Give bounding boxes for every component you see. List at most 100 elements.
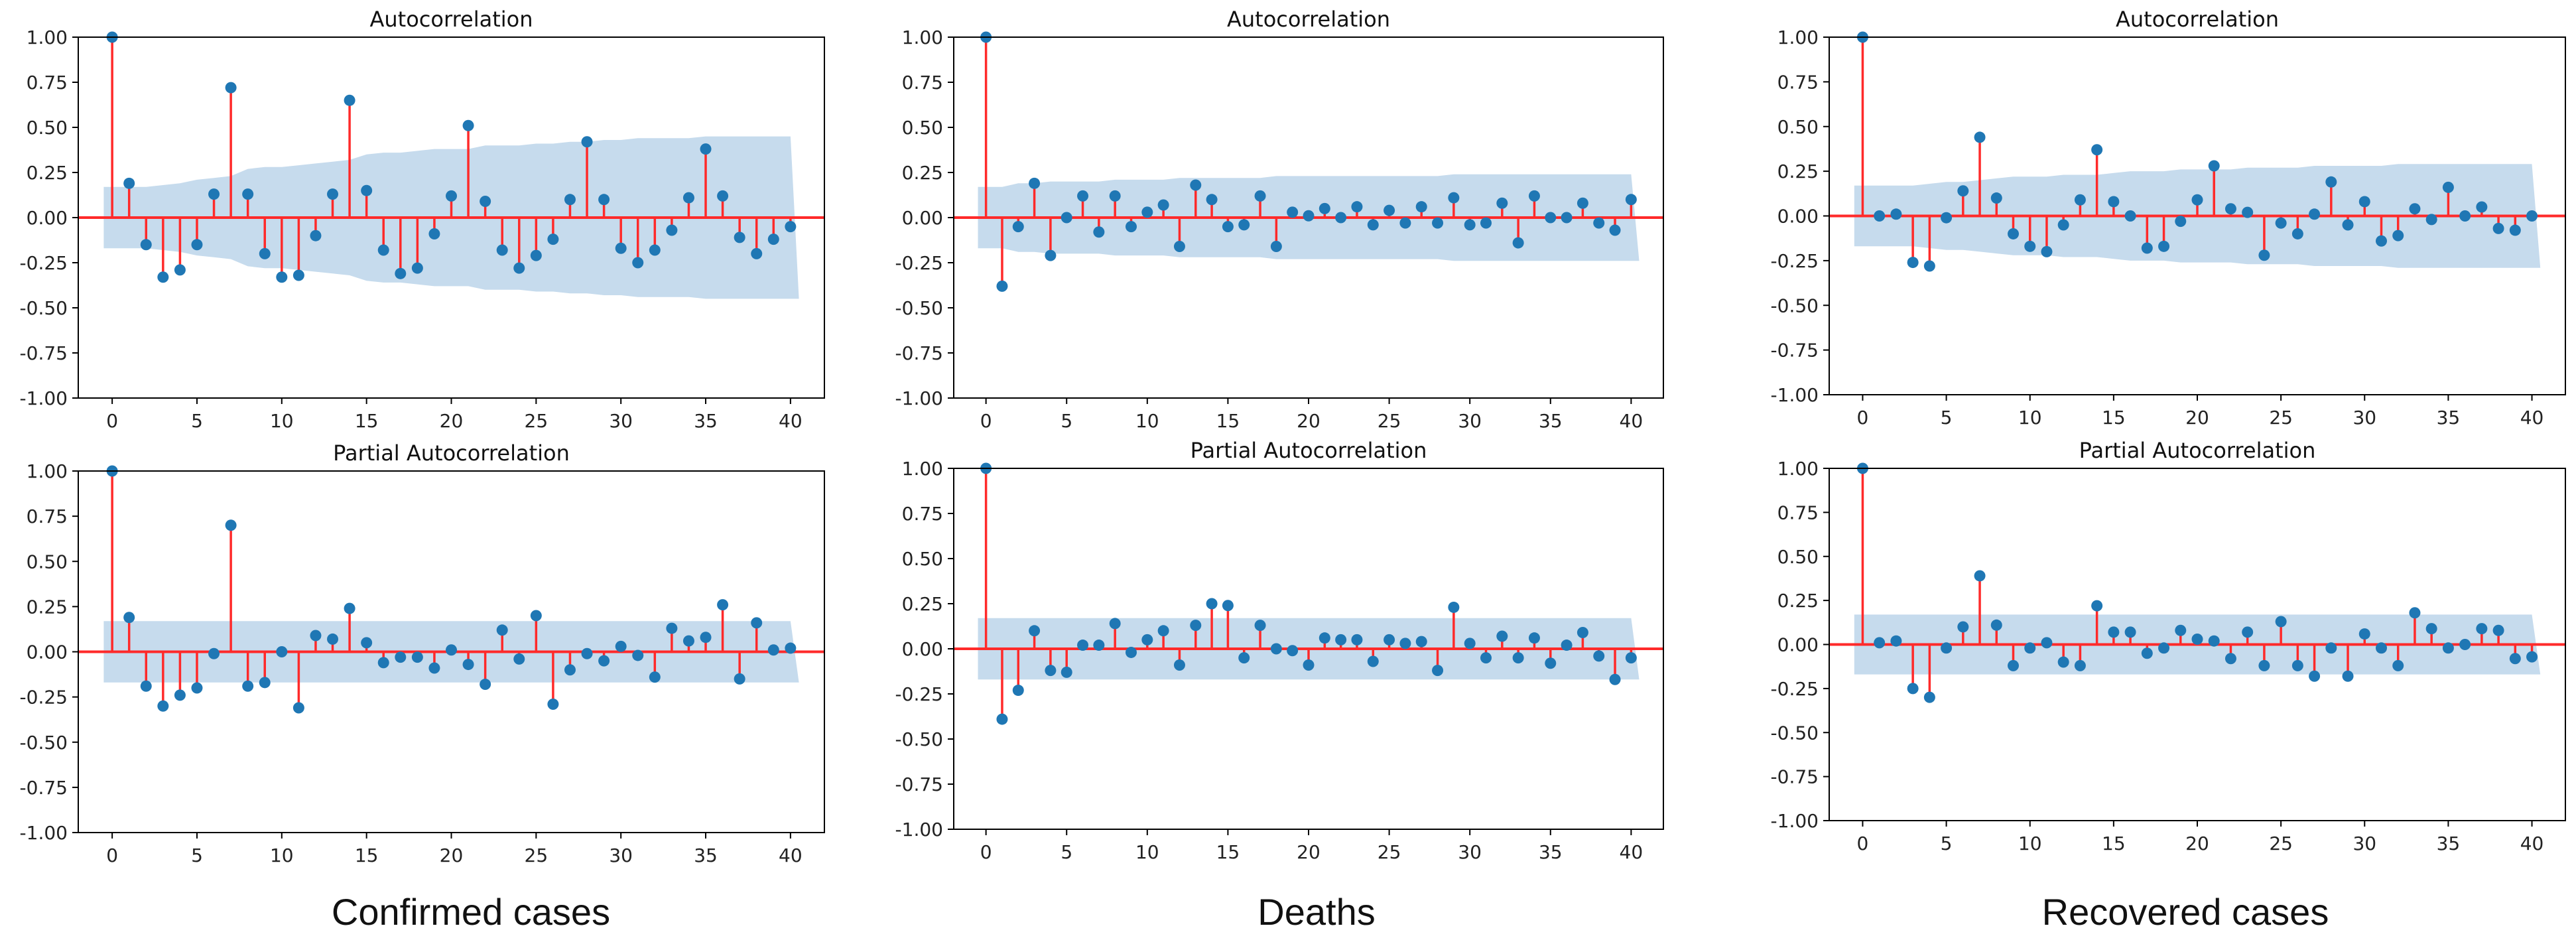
marker-lag-22 bbox=[1335, 634, 1347, 645]
marker-lag-23 bbox=[496, 244, 508, 256]
marker-lag-35 bbox=[1545, 657, 1557, 669]
y-tick-label: 0.25 bbox=[902, 593, 943, 615]
marker-lag-20 bbox=[2191, 634, 2203, 645]
marker-lag-0 bbox=[980, 462, 992, 474]
chart-title: Partial Autocorrelation bbox=[2079, 438, 2316, 463]
marker-lag-30 bbox=[615, 640, 627, 652]
marker-lag-6 bbox=[1077, 640, 1089, 651]
x-tick-label: 15 bbox=[1216, 841, 1240, 863]
marker-lag-8 bbox=[242, 680, 254, 692]
confidence-band bbox=[978, 174, 1640, 261]
marker-lag-5 bbox=[1061, 212, 1072, 224]
x-tick-label: 5 bbox=[1061, 841, 1072, 863]
marker-lag-13 bbox=[2074, 659, 2086, 671]
x-tick-label: 10 bbox=[2018, 833, 2042, 854]
marker-lag-11 bbox=[2041, 245, 2053, 257]
marker-lag-15 bbox=[361, 637, 373, 649]
x-tick-label: 40 bbox=[1620, 410, 1643, 432]
marker-lag-24 bbox=[1367, 219, 1379, 231]
marker-lag-6 bbox=[208, 647, 220, 659]
marker-lag-19 bbox=[428, 228, 440, 239]
marker-lag-33 bbox=[2409, 607, 2421, 619]
x-tick-label: 5 bbox=[1061, 410, 1072, 432]
marker-lag-19 bbox=[1287, 645, 1299, 657]
marker-lag-30 bbox=[2358, 196, 2370, 208]
y-tick-label: 1.00 bbox=[902, 27, 943, 48]
marker-lag-20 bbox=[1303, 210, 1315, 222]
chart-title: Partial Autocorrelation bbox=[1191, 438, 1427, 463]
x-tick-label: 15 bbox=[1216, 410, 1240, 432]
y-tick-label: -1.00 bbox=[895, 387, 943, 409]
marker-lag-40 bbox=[1625, 194, 1637, 206]
marker-lag-36 bbox=[2459, 639, 2471, 650]
marker-lag-3 bbox=[1907, 257, 1919, 269]
marker-lag-8 bbox=[1109, 190, 1121, 202]
marker-lag-0 bbox=[980, 31, 992, 43]
y-tick-label: 0.50 bbox=[902, 548, 943, 570]
marker-lag-26 bbox=[1399, 217, 1411, 229]
marker-lag-24 bbox=[1367, 655, 1379, 667]
marker-lag-12 bbox=[2057, 656, 2069, 668]
marker-lag-11 bbox=[1157, 625, 1169, 637]
marker-lag-16 bbox=[1238, 219, 1250, 231]
x-tick-label: 5 bbox=[191, 845, 203, 866]
marker-lag-26 bbox=[1399, 638, 1411, 649]
x-tick-label: 5 bbox=[1941, 407, 1953, 429]
marker-lag-17 bbox=[1254, 620, 1266, 632]
marker-lag-23 bbox=[496, 624, 508, 636]
marker-lag-4 bbox=[1045, 249, 1057, 261]
marker-lag-2 bbox=[1012, 685, 1024, 697]
marker-lag-34 bbox=[2425, 214, 2437, 226]
y-tick-label: 1.00 bbox=[27, 460, 68, 482]
marker-lag-18 bbox=[1270, 241, 1282, 253]
marker-lag-35 bbox=[1545, 212, 1557, 224]
marker-lag-31 bbox=[2376, 235, 2387, 247]
marker-lag-4 bbox=[174, 689, 186, 701]
y-tick-label: -0.75 bbox=[1771, 340, 1819, 362]
marker-lag-1 bbox=[123, 177, 135, 189]
marker-lag-10 bbox=[2024, 240, 2036, 252]
marker-lag-34 bbox=[1528, 190, 1540, 202]
marker-lag-20 bbox=[1303, 659, 1315, 671]
y-tick-label: -0.25 bbox=[1771, 250, 1819, 272]
y-tick-label: 0.75 bbox=[1777, 502, 1819, 523]
marker-lag-40 bbox=[785, 221, 797, 233]
chart-title: Autocorrelation bbox=[2116, 7, 2279, 32]
marker-lag-8 bbox=[1990, 192, 2002, 204]
y-tick-label: 0.75 bbox=[27, 506, 68, 527]
x-tick-label: 30 bbox=[2352, 407, 2376, 429]
axes-frame bbox=[78, 470, 825, 833]
x-tick-label: 10 bbox=[1135, 841, 1159, 863]
marker-lag-0 bbox=[1856, 462, 1868, 474]
x-tick-label: 15 bbox=[2102, 833, 2126, 854]
x-tick-label: 10 bbox=[270, 410, 294, 432]
y-tick-label: 0.00 bbox=[27, 207, 68, 229]
marker-lag-16 bbox=[2124, 210, 2136, 222]
y-tick-label: 0.25 bbox=[27, 596, 68, 618]
marker-lag-18 bbox=[1270, 643, 1282, 655]
marker-lag-34 bbox=[1528, 632, 1540, 644]
marker-lag-27 bbox=[2309, 670, 2321, 682]
y-tick-label: 0.25 bbox=[902, 162, 943, 184]
y-tick-label: -0.50 bbox=[895, 297, 943, 319]
marker-lag-30 bbox=[2358, 628, 2370, 640]
marker-lag-21 bbox=[2208, 160, 2220, 172]
marker-lag-7 bbox=[1974, 570, 1986, 582]
marker-lag-33 bbox=[1512, 652, 1524, 664]
y-tick-label: 0.00 bbox=[902, 207, 943, 229]
confidence-band bbox=[1854, 164, 2541, 268]
marker-lag-36 bbox=[2459, 210, 2471, 222]
marker-lag-34 bbox=[2425, 623, 2437, 635]
marker-lag-40 bbox=[785, 642, 797, 654]
marker-lag-9 bbox=[1126, 221, 1137, 233]
x-tick-label: 0 bbox=[106, 845, 118, 866]
marker-lag-1 bbox=[996, 713, 1008, 725]
marker-lag-27 bbox=[564, 664, 576, 676]
marker-lag-1 bbox=[1874, 210, 1886, 222]
marker-lag-30 bbox=[1464, 219, 1476, 231]
x-tick-label: 5 bbox=[191, 410, 203, 432]
marker-lag-10 bbox=[1141, 634, 1153, 645]
x-tick-label: 40 bbox=[2520, 833, 2544, 854]
